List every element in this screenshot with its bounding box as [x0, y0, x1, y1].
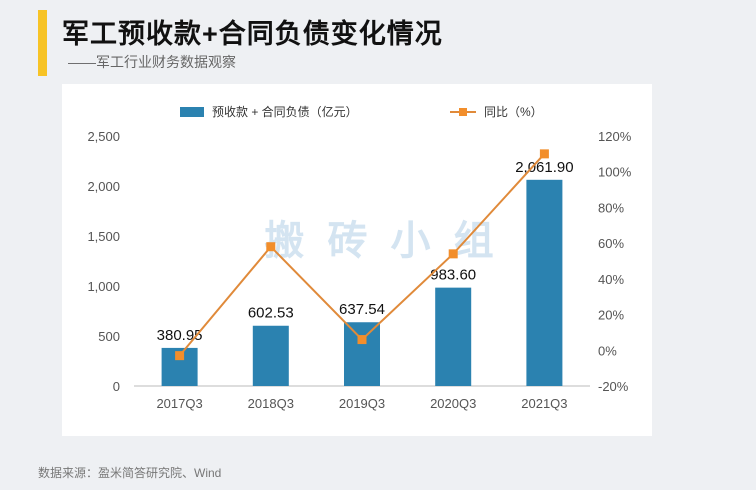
page-subtitle: ——军工行业财务数据观察 [68, 54, 236, 70]
left-axis-ticks: 0 500 1,000 1,500 2,000 2,500 [87, 129, 120, 394]
yoy-point [448, 249, 458, 259]
chart-panel: 搬 砖 小 组 预收款 + 合同负债（亿元） 同比（%） 0 500 1,000 1,… [62, 84, 652, 436]
bar-value-labels: 380.95 602.53 637.54 983.60 2,061.90 [157, 159, 574, 344]
legend: 预收款 + 合同负债（亿元） 同比（%） [180, 104, 543, 119]
x-axis-tick-label: 2020Q3 [430, 396, 476, 411]
data-source-note: 数据来源：盈米简答研究院、Wind [38, 466, 222, 480]
right-axis-tick-label: 20% [598, 308, 624, 323]
legend-bar-label: 预收款 + 合同负债（亿元） [212, 104, 358, 119]
bar-value-label: 602.53 [248, 305, 294, 322]
legend-line-label: 同比（%） [484, 105, 543, 119]
right-axis-tick-label: 60% [598, 236, 624, 251]
right-axis-tick-label: 0% [598, 343, 617, 358]
left-axis-tick-label: 2,500 [87, 129, 120, 144]
yoy-point [175, 351, 185, 361]
left-axis-tick-label: 2,000 [87, 179, 120, 194]
left-axis-tick-label: 500 [98, 329, 120, 344]
bar-value-label: 983.60 [430, 267, 476, 284]
yoy-line-series [175, 149, 549, 361]
bar [526, 179, 563, 386]
x-axis-tick-label: 2021Q3 [521, 396, 567, 411]
right-axis-tick-label: 40% [598, 272, 624, 287]
x-axis-tick-label: 2018Q3 [248, 396, 294, 411]
bar [435, 287, 472, 386]
bar-value-label: 2,061.90 [515, 159, 573, 176]
title-accent-bar [38, 10, 47, 76]
yoy-point [266, 242, 276, 252]
yoy-point [357, 335, 367, 345]
right-axis-ticks: -20% 0% 20% 40% 60% 80% 100% 120% [598, 129, 632, 394]
left-axis-tick-label: 0 [113, 379, 120, 394]
bar [344, 322, 380, 386]
right-axis-tick-label: 100% [598, 165, 632, 180]
legend-line-marker [459, 108, 467, 116]
yoy-point [539, 149, 549, 159]
combo-chart: 搬 砖 小 组 预收款 + 合同负债（亿元） 同比（%） 05001,0001,… [87, 104, 632, 411]
right-axis-tick-label: 80% [598, 200, 624, 215]
bar-value-label: 380.95 [157, 327, 203, 344]
bar-series [161, 179, 563, 386]
x-axis-tick-label: 2017Q3 [156, 396, 202, 411]
x-axis-tick-label: 2019Q3 [339, 396, 385, 411]
legend-bar-swatch [180, 107, 204, 117]
bar-value-label: 637.54 [339, 301, 385, 318]
left-axis-tick-label: 1,000 [87, 279, 120, 294]
left-axis-tick-label: 1,500 [87, 229, 120, 244]
right-axis-tick-label: -20% [598, 379, 629, 394]
right-axis-tick-label: 120% [598, 129, 632, 144]
bar [252, 325, 289, 386]
x-axis-labels: 2017Q3 2018Q3 2019Q3 2020Q3 2021Q3 [156, 396, 567, 411]
page-title: 军工预收款+合同负债变化情况 [62, 19, 443, 49]
